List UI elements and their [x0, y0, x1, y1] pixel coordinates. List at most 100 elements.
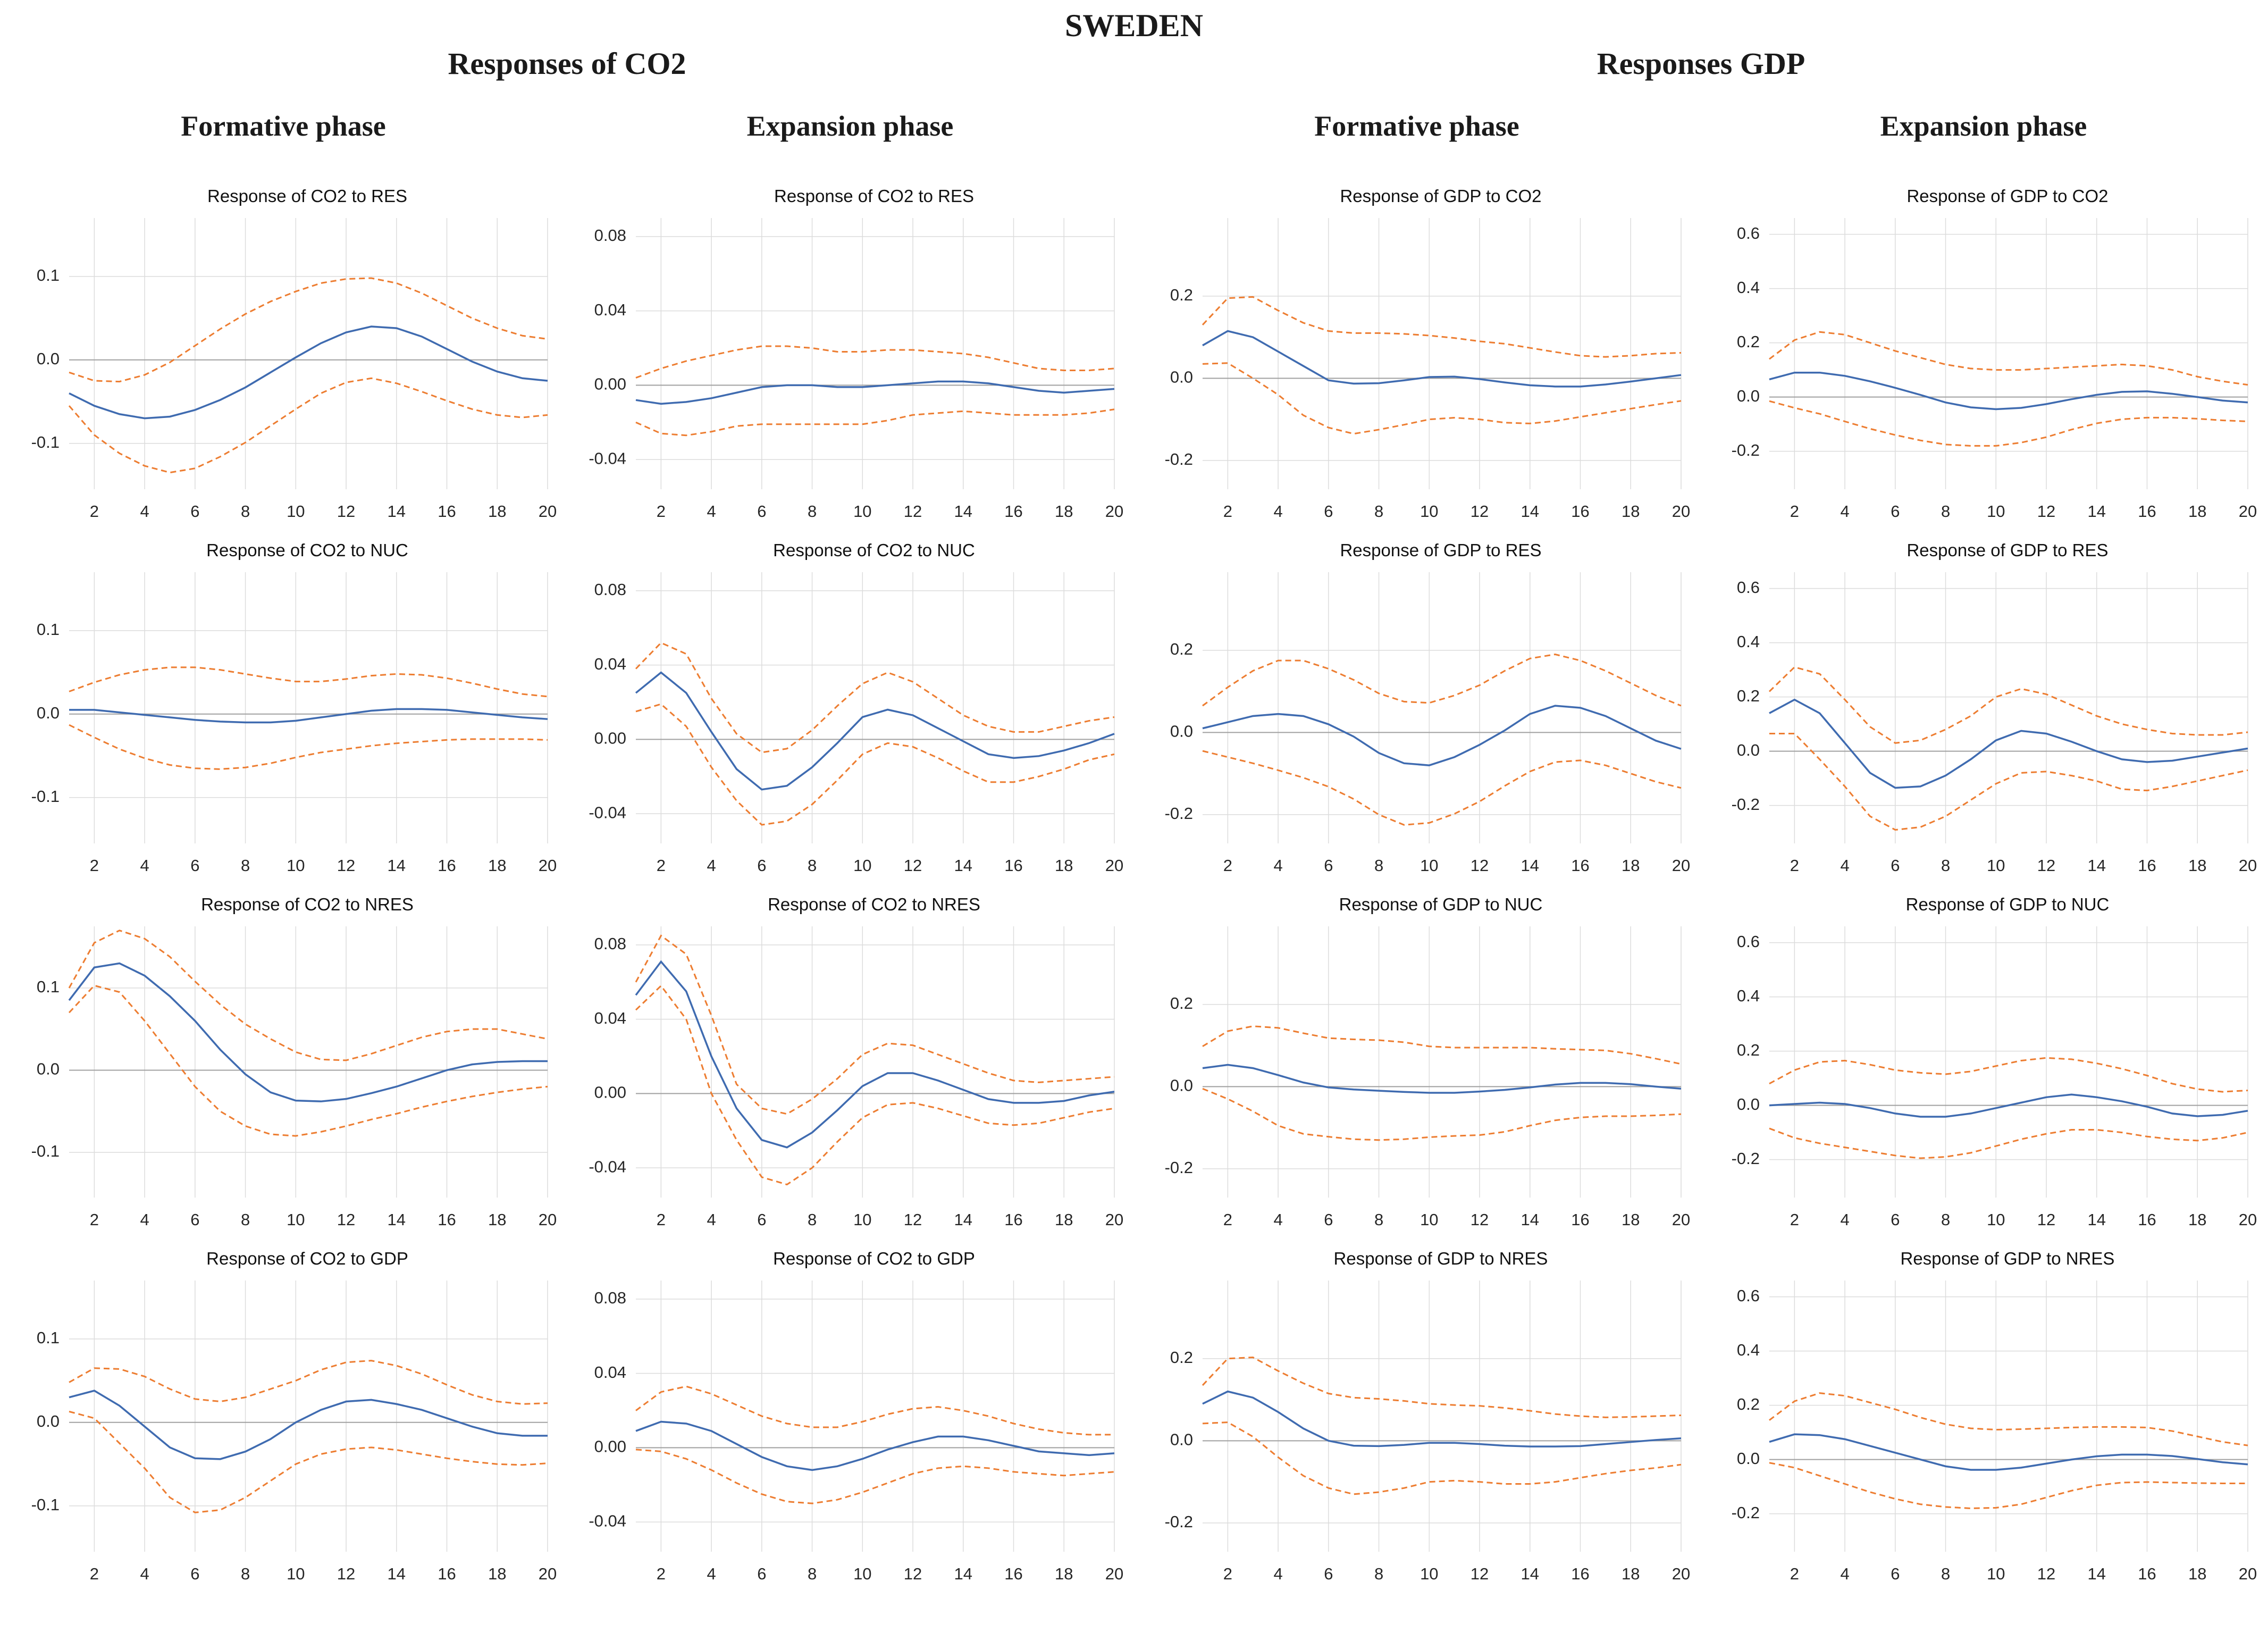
- x-axis-tick-label: 20: [1672, 1210, 1690, 1229]
- x-axis-tick-label: 2: [1223, 502, 1232, 521]
- x-axis-tick-label: 18: [2188, 1210, 2206, 1229]
- x-axis-tick-label: 12: [337, 1564, 355, 1583]
- x-axis-tick-label: 6: [1324, 1564, 1333, 1583]
- chart-title: Response of CO2 to RES: [207, 186, 408, 206]
- x-axis-tick-label: 4: [1840, 502, 1849, 521]
- phase-header-row: Formative phase Expansion phase Formativ…: [0, 110, 2268, 175]
- x-axis-tick-label: 4: [707, 856, 716, 875]
- x-axis-tick-label: 8: [1374, 1210, 1383, 1229]
- charts-grid: Response of CO2 to RES 0.1 0.0 -0.1 2 4 6 8 10 12…: [0, 175, 2268, 1592]
- x-axis-tick-label: 8: [241, 502, 250, 521]
- y-axis-tick-label: 0.2: [1737, 332, 1760, 351]
- x-axis-tick-label: 4: [1273, 1210, 1282, 1229]
- chart-canvas: 0.6 0.4 0.2 0.0 -0.2 2 4 6 8 10 12 14 16 18 20: [1732, 1281, 2257, 1583]
- chart-canvas: 0.08 0.04 0.00 -0.04 2 4 6 8 10 12 14 16 18 20: [589, 572, 1123, 875]
- y-axis-tick-label: 0.04: [594, 1009, 626, 1027]
- y-axis-tick-label: 0.1: [37, 977, 60, 996]
- x-axis-tick-label: 2: [1223, 1210, 1232, 1229]
- x-axis-tick-label: 20: [2239, 502, 2257, 521]
- y-axis-tick-label: 0.1: [37, 266, 60, 285]
- x-axis-tick-label: 20: [1672, 856, 1690, 875]
- y-axis-tick-label: 0.2: [1737, 1395, 1760, 1413]
- chart-cell: Response of CO2 to RES 0.1 0.0 -0.1 2 4 6 8 10 12…: [0, 175, 567, 530]
- chart-cell: Response of CO2 to NUC 0.1 0.0 -0.1 2 4 6 8 10 12…: [0, 530, 567, 884]
- x-axis-tick-label: 8: [808, 1564, 817, 1583]
- x-axis-tick-label: 2: [90, 502, 99, 521]
- x-axis-tick-label: 20: [1672, 502, 1690, 521]
- x-axis-tick-label: 18: [1055, 502, 1073, 521]
- chart-cell: Response of GDP to CO2 0.2 0.0 -0.2 2 4 6 8 10 12…: [1133, 175, 1700, 530]
- y-axis-tick-label: -0.2: [1732, 1149, 1760, 1168]
- y-axis-tick-label: -0.2: [1732, 795, 1760, 814]
- chart-canvas: 0.2 0.0 -0.2 2 4 6 8 10 12 14 16 18 20: [1165, 1281, 1690, 1583]
- x-axis-tick-label: 10: [287, 1210, 305, 1229]
- y-axis-tick-label: 0.2: [1170, 640, 1193, 658]
- x-axis-tick-label: 18: [1622, 1564, 1640, 1583]
- x-axis-tick-label: 2: [1790, 502, 1799, 521]
- x-axis-tick-label: 12: [904, 856, 922, 875]
- y-axis-tick-label: 0.4: [1737, 1341, 1760, 1359]
- y-axis-tick-label: -0.1: [31, 1495, 60, 1514]
- chart-title: Response of GDP to RES: [1340, 540, 1542, 560]
- chart-canvas: 0.6 0.4 0.2 0.0 -0.2 2 4 6 8 10 12 14 16 18 20: [1732, 572, 2257, 875]
- chart-title: Response of CO2 to NUC: [206, 540, 408, 560]
- chart-title: Response of CO2 to GDP: [206, 1249, 408, 1268]
- y-axis-tick-label: 0.0: [1737, 387, 1760, 405]
- chart-canvas: 0.08 0.04 0.00 -0.04 2 4 6 8 10 12 14 16 18 20: [589, 218, 1123, 521]
- y-axis-tick-label: -0.2: [1165, 450, 1193, 468]
- chart-title: Response of CO2 to NRES: [768, 894, 980, 914]
- x-axis-tick-label: 14: [1521, 502, 1539, 521]
- x-axis-tick-label: 2: [657, 1564, 666, 1583]
- x-axis-tick-label: 10: [853, 502, 871, 521]
- chart-title: Response of GDP to RES: [1906, 540, 2109, 560]
- phase-title-2: Expansion phase: [746, 110, 954, 142]
- x-axis-tick-label: 6: [757, 502, 766, 521]
- chart-cell: Response of GDP to RES 0.2 0.0 -0.2 2 4 6 8 10 12…: [1133, 530, 1700, 884]
- x-axis-tick-label: 6: [757, 1210, 766, 1229]
- chart-cell: Response of CO2 to NRES 0.1 0.0 -0.1 2 4 6 8 10 1…: [0, 884, 567, 1238]
- x-axis-tick-label: 6: [1891, 856, 1900, 875]
- x-axis-tick-label: 12: [2037, 1210, 2055, 1229]
- chart-title: Response of GDP to NUC: [1905, 894, 2110, 914]
- chart-title: Response of CO2 to NUC: [773, 540, 975, 560]
- x-axis-tick-label: 20: [539, 856, 557, 875]
- y-axis-tick-label: 0.4: [1737, 278, 1760, 297]
- x-axis-tick-label: 8: [241, 1210, 250, 1229]
- x-axis-tick-label: 14: [388, 1210, 406, 1229]
- x-axis-tick-label: 14: [388, 856, 406, 875]
- x-axis-tick-label: 10: [853, 1564, 871, 1583]
- y-axis-tick-label: 0.6: [1737, 578, 1760, 597]
- x-axis-tick-label: 14: [2088, 502, 2106, 521]
- x-axis-tick-label: 10: [1987, 502, 2005, 521]
- y-axis-tick-label: 0.0: [1170, 1430, 1193, 1449]
- x-axis-tick-label: 8: [1941, 502, 1950, 521]
- x-axis-tick-label: 2: [657, 1210, 666, 1229]
- x-axis-tick-label: 14: [1521, 856, 1539, 875]
- x-axis-tick-label: 4: [140, 1210, 149, 1229]
- chart-title: Response of GDP to NUC: [1339, 894, 1543, 914]
- x-axis-tick-label: 2: [1790, 1564, 1799, 1583]
- x-axis-tick-label: 2: [657, 502, 666, 521]
- x-axis-tick-label: 4: [1840, 1564, 1849, 1583]
- x-axis-tick-label: 12: [337, 856, 355, 875]
- x-axis-tick-label: 4: [140, 856, 149, 875]
- x-axis-tick-label: 2: [90, 856, 99, 875]
- y-axis-tick-label: 0.08: [594, 580, 626, 599]
- x-axis-tick-label: 4: [707, 1210, 716, 1229]
- chart-canvas: 0.2 0.0 -0.2 2 4 6 8 10 12 14 16 18 20: [1165, 926, 1690, 1229]
- x-axis-tick-label: 8: [1374, 856, 1383, 875]
- chart-cell: Response of CO2 to NRES 0.08 0.04 0.00 -0.04…: [567, 884, 1133, 1238]
- y-axis-tick-label: -0.04: [589, 449, 626, 467]
- y-axis-tick-label: 0.2: [1170, 994, 1193, 1013]
- group-header-row: Responses of CO2 Responses GDP: [0, 46, 2268, 110]
- x-axis-tick-label: 10: [1987, 856, 2005, 875]
- x-axis-tick-label: 8: [1941, 1210, 1950, 1229]
- y-axis-tick-label: 0.2: [1170, 1348, 1193, 1367]
- x-axis-tick-label: 20: [539, 1210, 557, 1229]
- x-axis-tick-label: 10: [1420, 856, 1438, 875]
- y-axis-tick-label: 0.0: [1170, 368, 1193, 387]
- phase-title-4: Expansion phase: [1880, 110, 2087, 142]
- x-axis-tick-label: 12: [2037, 856, 2055, 875]
- y-axis-tick-label: 0.04: [594, 300, 626, 319]
- y-axis-tick-label: 0.0: [37, 1060, 60, 1078]
